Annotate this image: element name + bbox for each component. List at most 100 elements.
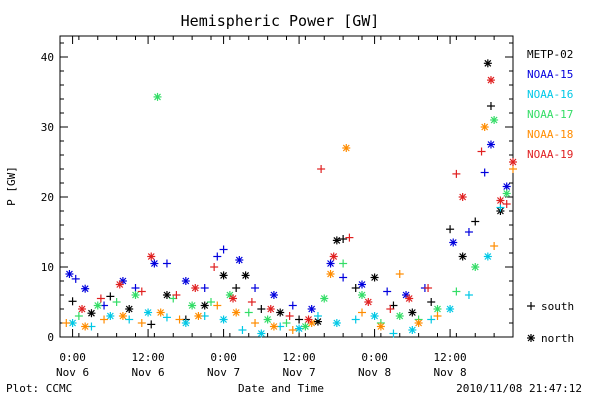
marker-legend-label-south: south — [541, 300, 574, 313]
legend-item-noaa-15: NOAA-15 — [527, 68, 573, 81]
legend-item-noaa-19: NOAA-19 — [527, 148, 573, 161]
y-tick-label-0: 0 — [47, 331, 54, 344]
data-point-noaa-16-16 — [370, 312, 379, 320]
data-point-noaa-17-6 — [188, 301, 197, 310]
data-point-noaa-15-13 — [251, 284, 260, 292]
data-point-noaa-17-23 — [502, 189, 511, 198]
data-point-noaa-18-7 — [194, 312, 203, 320]
data-point-metp-02-16 — [339, 235, 348, 243]
plot-frame — [59, 35, 514, 338]
data-point-noaa-17-7 — [207, 298, 215, 306]
data-point-noaa-16-15 — [351, 315, 360, 324]
data-point-metp-02-1 — [87, 309, 96, 318]
data-point-metp-02-0 — [68, 297, 77, 306]
data-point-noaa-19-4 — [147, 252, 156, 261]
data-point-noaa-18-13 — [307, 319, 316, 327]
data-point-noaa-17-0 — [74, 312, 83, 320]
data-point-metp-02-2 — [106, 292, 115, 301]
x-tick-label-time-2: 0:00 — [210, 351, 237, 364]
marker-legend: south north — [527, 300, 574, 345]
data-point-noaa-19-8 — [229, 294, 238, 303]
data-point-noaa-19-2 — [115, 280, 124, 289]
y-tick-label-3: 30 — [41, 121, 54, 134]
data-point-noaa-18-10 — [251, 319, 260, 327]
data-point-noaa-18-21 — [480, 123, 489, 131]
data-point-noaa-18-23 — [509, 165, 517, 173]
data-point-noaa-15-2 — [81, 284, 90, 293]
data-point-noaa-15-12 — [235, 256, 244, 264]
x-tick-label-date-0: Nov 6 — [56, 366, 89, 379]
data-point-metp-02-17 — [351, 284, 360, 292]
legend-item-noaa-18: NOAA-18 — [527, 128, 573, 141]
data-point-noaa-19-13 — [317, 165, 326, 173]
data-point-noaa-19-26 — [509, 158, 517, 166]
data-point-noaa-16-14 — [332, 319, 341, 327]
data-point-metp-02-14 — [313, 317, 322, 326]
data-point-noaa-15-23 — [449, 238, 458, 247]
data-point-noaa-19-21 — [458, 193, 467, 201]
data-point-metp-02-20 — [408, 308, 417, 317]
data-point-noaa-16-18 — [408, 326, 417, 334]
data-point-noaa-15-25 — [480, 168, 489, 177]
y-tick-label-1: 10 — [41, 261, 54, 274]
data-point-noaa-16-0 — [68, 319, 77, 327]
data-point-noaa-16-17 — [389, 329, 398, 338]
data-point-noaa-17-17 — [395, 312, 404, 320]
marker-legend-label-north: north — [541, 332, 574, 345]
x-tick-label-time-5: 12:00 — [434, 351, 467, 364]
data-point-noaa-16-19 — [427, 315, 436, 324]
data-point-noaa-17-22 — [490, 116, 499, 124]
data-point-noaa-19-11 — [285, 312, 294, 320]
data-point-noaa-16-8 — [219, 315, 228, 324]
data-point-noaa-15-19 — [358, 280, 366, 289]
data-point-noaa-15-5 — [131, 284, 140, 292]
data-point-noaa-15-18 — [339, 273, 348, 282]
data-point-metp-02-3 — [125, 305, 134, 313]
series-metp-02 — [68, 59, 505, 329]
data-point-noaa-15-8 — [181, 277, 190, 285]
x-tick-label-time-4: 0:00 — [361, 351, 388, 364]
data-point-noaa-17-10 — [263, 315, 272, 324]
data-point-metp-02-8 — [219, 271, 228, 280]
data-point-noaa-18-6 — [175, 315, 184, 324]
data-point-metp-02-4 — [147, 320, 156, 329]
data-point-noaa-15-24 — [464, 228, 473, 236]
data-point-noaa-17-9 — [244, 308, 253, 317]
data-point-metp-02-18 — [370, 273, 379, 282]
data-point-noaa-15-1 — [71, 274, 80, 283]
data-point-metp-02-12 — [276, 308, 285, 317]
data-point-noaa-18-9 — [232, 308, 241, 317]
data-point-noaa-19-20 — [452, 169, 461, 178]
data-point-noaa-19-3 — [137, 287, 146, 296]
data-point-noaa-16-21 — [464, 291, 473, 299]
data-point-noaa-18-4 — [137, 319, 146, 327]
data-point-noaa-19-1 — [96, 294, 105, 303]
x-tick-label-date-3: Nov 7 — [283, 366, 316, 379]
data-point-noaa-18-19 — [414, 319, 423, 327]
series-noaa-16 — [68, 203, 505, 338]
data-point-noaa-19-14 — [329, 252, 338, 261]
data-point-noaa-17-3 — [131, 291, 140, 299]
data-point-noaa-19-23 — [486, 76, 495, 85]
x-axis: 0:00 Nov 6 12:00 Nov 6 0:00 Nov 7 12:00 Nov 7 0:… — [56, 36, 514, 379]
data-point-metp-02-24 — [471, 217, 480, 226]
data-point-metp-02-21 — [427, 298, 436, 306]
x-tick-label-time-1: 12:00 — [132, 351, 165, 364]
data-point-noaa-18-3 — [118, 312, 127, 320]
data-point-noaa-15-16 — [307, 305, 316, 313]
data-point-noaa-19-0 — [78, 305, 87, 313]
data-point-noaa-18-16 — [358, 308, 366, 317]
data-point-noaa-15-0 — [65, 270, 74, 278]
data-point-noaa-17-14 — [339, 259, 348, 268]
data-point-noaa-18-8 — [213, 301, 222, 310]
data-point-noaa-15-10 — [213, 252, 222, 261]
data-point-noaa-18-15 — [342, 144, 351, 152]
y-axis-label: P [GW] — [5, 166, 18, 206]
data-point-noaa-17-19 — [433, 305, 442, 313]
x-tick-label-date-1: Nov 6 — [132, 366, 165, 379]
data-point-noaa-17-4 — [153, 92, 162, 101]
data-point-noaa-18-11 — [269, 322, 278, 331]
data-point-metp-02-25 — [483, 59, 492, 68]
series-noaa-17 — [74, 92, 511, 331]
